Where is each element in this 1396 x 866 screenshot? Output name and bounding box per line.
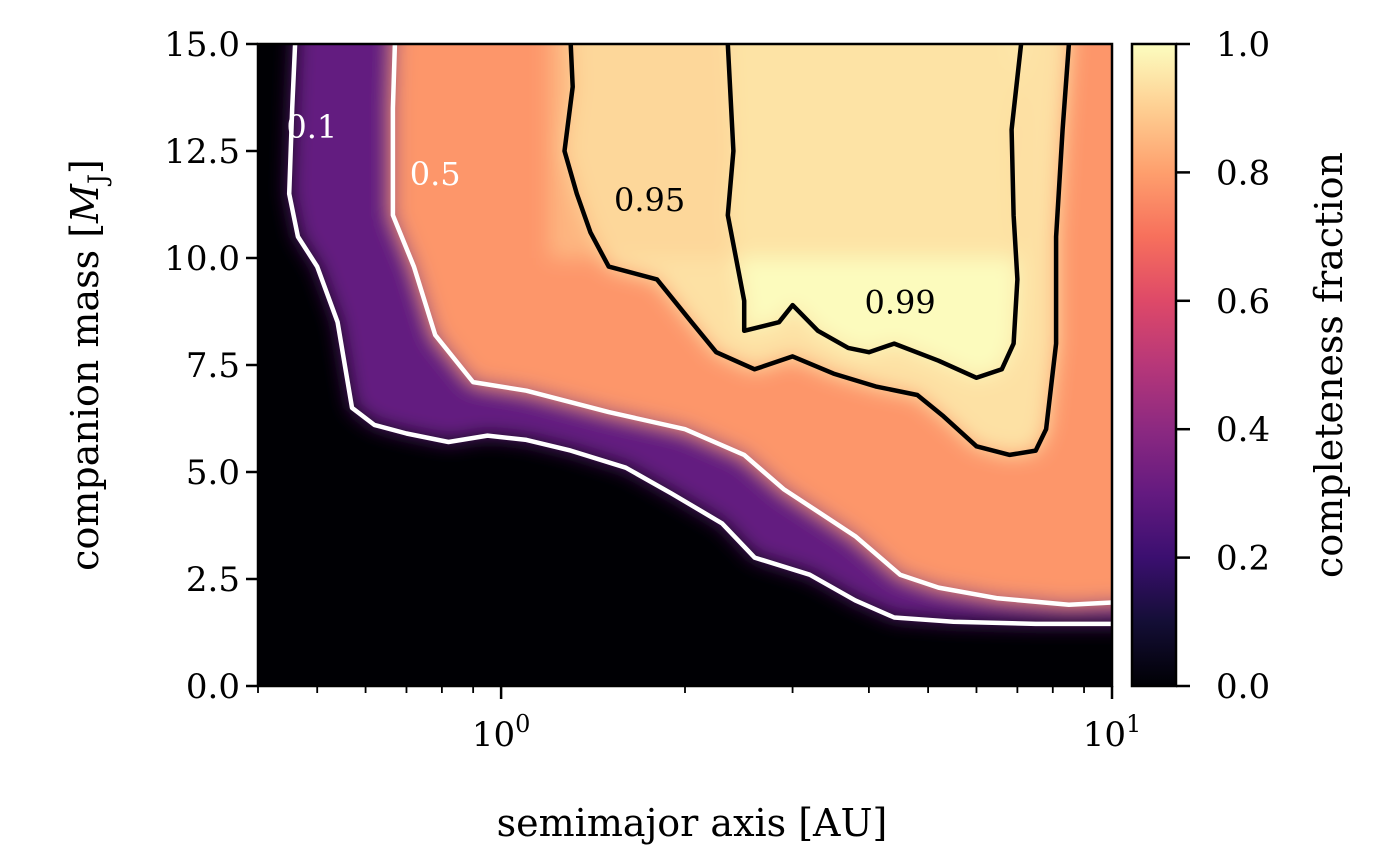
colorbar: 0.0 0.2 0.4 0.6 0.8 1.0 (1130, 25, 1270, 707)
y-tick-label: 5.0 (186, 453, 240, 493)
y-axis-title: companion mass [MJ] (63, 159, 112, 571)
y-tick-label: 7.5 (186, 346, 240, 386)
heat-band-upper (549, 44, 1018, 258)
contour-labels: 0.1 0.5 0.95 0.99 (286, 108, 935, 321)
colorbar-tick-label: 0.2 (1216, 539, 1270, 579)
y-tick-label: 0.0 (186, 667, 240, 707)
contour-line-0.1 (286, 44, 1112, 627)
y-axis: 0.0 2.5 5.0 7.5 10.0 12.5 15.0 (164, 25, 258, 707)
contour-label-0.5: 0.5 (410, 155, 461, 193)
x-tick-label: 101 (1083, 710, 1142, 755)
contour-line-0.5 (390, 44, 1112, 607)
y-tick-label: 10.0 (164, 239, 240, 279)
x-tick-label: 100 (472, 710, 531, 755)
contour-lines (286, 44, 1112, 627)
colorbar-tick-label: 0.0 (1216, 667, 1270, 707)
contour-label-0.95: 0.95 (614, 181, 685, 219)
y-tick-label: 15.0 (164, 25, 240, 65)
colorbar-tick-label: 0.6 (1216, 282, 1270, 322)
colorbar-tick-label: 0.4 (1216, 410, 1270, 450)
colorbar-gradient (1132, 44, 1176, 686)
contour-line-0.95 (562, 44, 1072, 458)
heatmap (258, 44, 1112, 686)
contour-line-0.99 (725, 44, 1024, 381)
x-axis-title: semimajor axis [AU] (497, 801, 888, 845)
y-tick-label: 2.5 (186, 560, 240, 600)
colorbar-title: completeness fraction (1307, 152, 1351, 578)
y-tick-label: 12.5 (164, 132, 240, 172)
colorbar-tick-label: 0.8 (1216, 153, 1270, 193)
colorbar-frame (1130, 42, 1178, 688)
colorbar-tick-label: 1.0 (1216, 25, 1270, 65)
colorbar-ticks: 0.0 0.2 0.4 0.6 0.8 1.0 (1176, 25, 1270, 707)
contour-label-0.1: 0.1 (286, 108, 337, 146)
contour-label-0.99: 0.99 (864, 284, 935, 322)
x-axis: 100 101 (257, 686, 1142, 755)
